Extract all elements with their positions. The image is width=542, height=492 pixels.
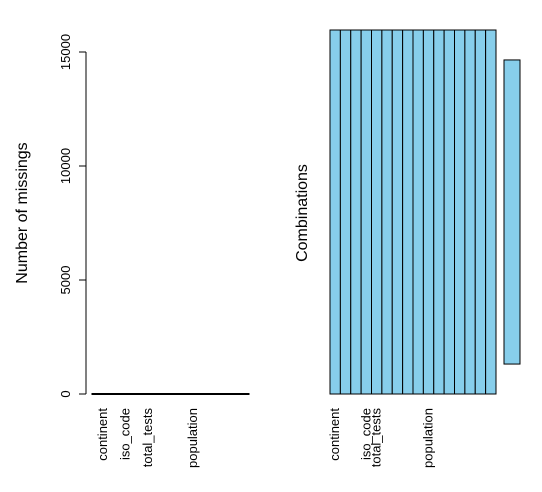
missings-bar <box>136 393 160 395</box>
combination-column <box>350 29 362 395</box>
combination-column <box>485 29 497 395</box>
combination-column <box>412 29 424 395</box>
missings-bar <box>203 393 228 395</box>
x-tick-label: continent <box>95 408 110 461</box>
y-tick-label: 0 <box>58 390 73 397</box>
combination-frequency-bar <box>503 59 521 365</box>
missings-bar <box>181 393 205 395</box>
missings-bar <box>113 393 138 395</box>
y-tick-label: 10000 <box>58 148 73 184</box>
y-tick-label: 5000 <box>58 266 73 295</box>
combination-column <box>391 29 404 395</box>
combination-column <box>443 29 455 395</box>
y-axis-label-combinations: Combinations <box>294 164 311 262</box>
x-tick-label: iso_code <box>118 408 133 460</box>
combination-column <box>339 29 352 395</box>
combination-column <box>422 29 435 395</box>
y-tick-label: 15000 <box>58 34 73 70</box>
combination-column <box>402 29 414 395</box>
combination-column <box>381 29 393 395</box>
x-tick-label: population <box>185 408 200 468</box>
combination-column <box>329 29 341 395</box>
combination-column <box>454 29 466 395</box>
missings-bar <box>158 393 183 395</box>
combination-column <box>371 29 383 395</box>
x-tick-label: total_tests <box>140 408 155 468</box>
y-axis-label-missings: Number of missings <box>14 142 31 283</box>
x-tick-label: continent <box>327 408 342 461</box>
combination-column <box>474 29 487 395</box>
combinations-plot: Combinations continent iso_codetotal_test… <box>294 29 521 468</box>
combination-columns <box>329 29 497 395</box>
x-tick-labels-missings: continent iso_code total_tests population <box>95 408 200 468</box>
missings-bar <box>226 393 250 395</box>
x-tick-label: total_tests <box>369 408 384 468</box>
missings-bars <box>91 393 250 395</box>
missings-barplot: Number of missings 0 5000 10000 15000 conti… <box>14 34 250 468</box>
combination-column <box>464 29 476 395</box>
combination-column <box>433 29 445 395</box>
combination-column <box>360 29 372 395</box>
combination-frequency <box>503 59 521 365</box>
y-axis-missings: 0 5000 10000 15000 <box>58 34 87 398</box>
missings-bar <box>91 393 115 395</box>
x-tick-label: population <box>421 408 436 468</box>
x-tick-label: iso_code <box>358 408 373 460</box>
